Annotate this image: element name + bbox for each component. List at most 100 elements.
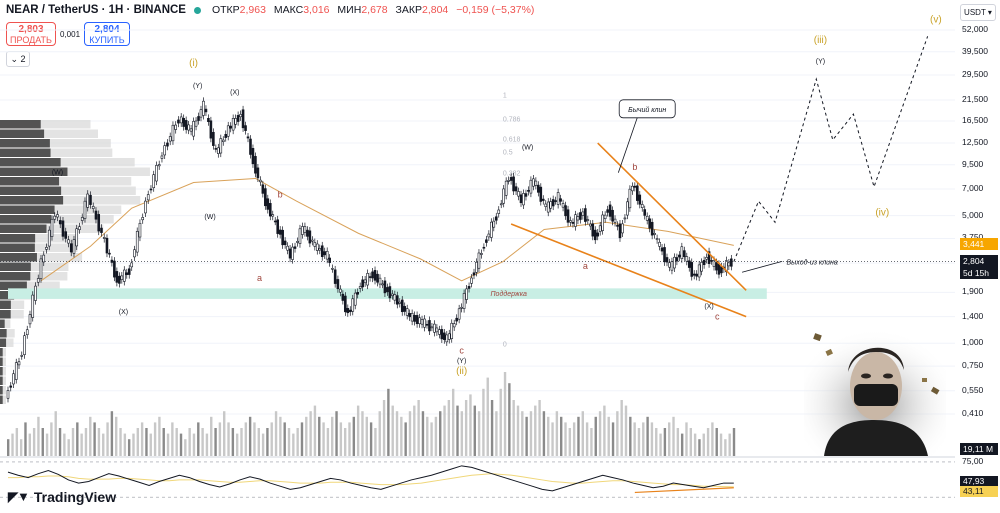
candle-body bbox=[296, 241, 299, 243]
volume-bar bbox=[668, 422, 671, 456]
fibonacci-levels: 1 0.786 0.618 0.5 0.382 0 bbox=[503, 93, 521, 349]
candle-body bbox=[465, 288, 468, 300]
price-axis-label-13: 1,000 bbox=[962, 337, 984, 348]
volume-bar bbox=[136, 428, 140, 456]
wave-label-3: (iv) bbox=[875, 208, 889, 219]
candle-body bbox=[702, 260, 706, 266]
candle-body bbox=[561, 203, 565, 208]
candle-body bbox=[303, 226, 307, 233]
volume-bar bbox=[356, 405, 360, 456]
volume-bar bbox=[598, 411, 602, 456]
volume-profile-row bbox=[0, 357, 6, 366]
candle-body bbox=[261, 184, 265, 194]
symbol-header[interactable]: NEAR / TetherUS · 1H · BINANCE ОТКР2,963… bbox=[6, 4, 534, 16]
volume-bar bbox=[581, 411, 584, 456]
volume-bar bbox=[564, 422, 567, 456]
volume-bar bbox=[365, 416, 368, 456]
volume-bar bbox=[590, 428, 593, 456]
symbol-title[interactable]: NEAR / TetherUS · 1H · BINANCE bbox=[6, 4, 186, 16]
candle-body bbox=[519, 194, 523, 204]
volume-bar bbox=[421, 411, 425, 456]
candle-body bbox=[395, 295, 399, 305]
volume-bar bbox=[175, 428, 178, 456]
volume-bar bbox=[434, 416, 438, 456]
volume-profile-row-core bbox=[0, 148, 51, 157]
candle-body bbox=[618, 223, 622, 239]
candle-body bbox=[293, 246, 297, 249]
buy-label: КУПИТЬ bbox=[89, 35, 125, 45]
price-axis-label-7: 7,000 bbox=[962, 183, 984, 193]
candle-body bbox=[184, 120, 188, 130]
candle-body bbox=[430, 326, 434, 329]
volume-bar bbox=[218, 422, 222, 456]
candle-body bbox=[12, 373, 15, 385]
volume-bar bbox=[339, 422, 343, 456]
volume-bar bbox=[279, 416, 282, 456]
volume-bar bbox=[153, 422, 157, 456]
candle-body bbox=[472, 272, 476, 276]
candle-body bbox=[621, 223, 624, 234]
candle-body bbox=[28, 314, 32, 325]
volume-bar bbox=[348, 422, 351, 456]
volume-bar bbox=[119, 428, 122, 456]
volume-profile-row-core bbox=[0, 186, 62, 195]
candle-body bbox=[212, 131, 215, 146]
candle-body bbox=[344, 295, 347, 313]
candle-body bbox=[410, 313, 414, 322]
volume-profile-row bbox=[0, 310, 24, 319]
bullish-wedge-note: Бычий клин bbox=[628, 106, 666, 114]
volume-bar bbox=[719, 433, 723, 456]
volume-profile-row-core bbox=[0, 243, 35, 252]
volume-bar bbox=[63, 433, 66, 456]
candle-body bbox=[271, 214, 275, 217]
volume-profile-row bbox=[0, 196, 141, 205]
volume-bar bbox=[387, 388, 390, 456]
candle-body bbox=[643, 209, 647, 216]
candle-body bbox=[224, 134, 228, 138]
candle-body bbox=[179, 116, 183, 124]
volume-bar bbox=[443, 405, 446, 456]
rsi-tag-0: 47,93 bbox=[960, 476, 998, 488]
volume-bar bbox=[706, 428, 710, 456]
fib-label-3: 0.5 bbox=[503, 150, 513, 157]
volume-bar bbox=[503, 372, 507, 456]
currency-selector[interactable]: USDT ▾ bbox=[960, 4, 996, 21]
candle-body bbox=[574, 214, 577, 227]
volume-bar bbox=[473, 405, 476, 456]
volume-bar bbox=[404, 422, 407, 456]
candle-body bbox=[670, 261, 674, 271]
candle-body bbox=[700, 261, 703, 272]
candle-body bbox=[256, 167, 260, 179]
candle-body bbox=[189, 128, 193, 132]
volume-bar bbox=[495, 411, 498, 456]
ohlc-low-value: 2,678 bbox=[361, 4, 388, 16]
candle-body bbox=[217, 147, 220, 154]
candle-body bbox=[579, 212, 582, 220]
volume-bar bbox=[724, 439, 727, 456]
wave-label-1: (ii) bbox=[456, 366, 467, 377]
volume-bar bbox=[300, 422, 304, 456]
candle-body bbox=[683, 250, 686, 258]
candle-body bbox=[209, 120, 213, 139]
price-axis-label-0: 52,000 bbox=[962, 24, 988, 34]
volume-bar bbox=[192, 433, 196, 456]
volume-bar bbox=[257, 428, 260, 456]
volume-bar bbox=[551, 422, 554, 456]
tradingview-logo[interactable]: ◤▼ TradingView bbox=[8, 489, 117, 505]
candle-body bbox=[231, 118, 235, 131]
volume-bar bbox=[76, 422, 79, 456]
candle-body bbox=[50, 218, 54, 237]
candle-body bbox=[628, 188, 632, 209]
volume-bar bbox=[382, 400, 386, 456]
candle-body bbox=[356, 291, 360, 295]
candle-body bbox=[204, 108, 208, 113]
candle-body bbox=[388, 286, 392, 299]
candle-body bbox=[45, 247, 48, 250]
volume-bar bbox=[486, 377, 489, 456]
candle-body bbox=[447, 333, 451, 340]
candle-body bbox=[415, 315, 419, 325]
candle-body bbox=[462, 293, 466, 309]
candle-body bbox=[608, 204, 612, 217]
candle-body bbox=[413, 315, 416, 322]
